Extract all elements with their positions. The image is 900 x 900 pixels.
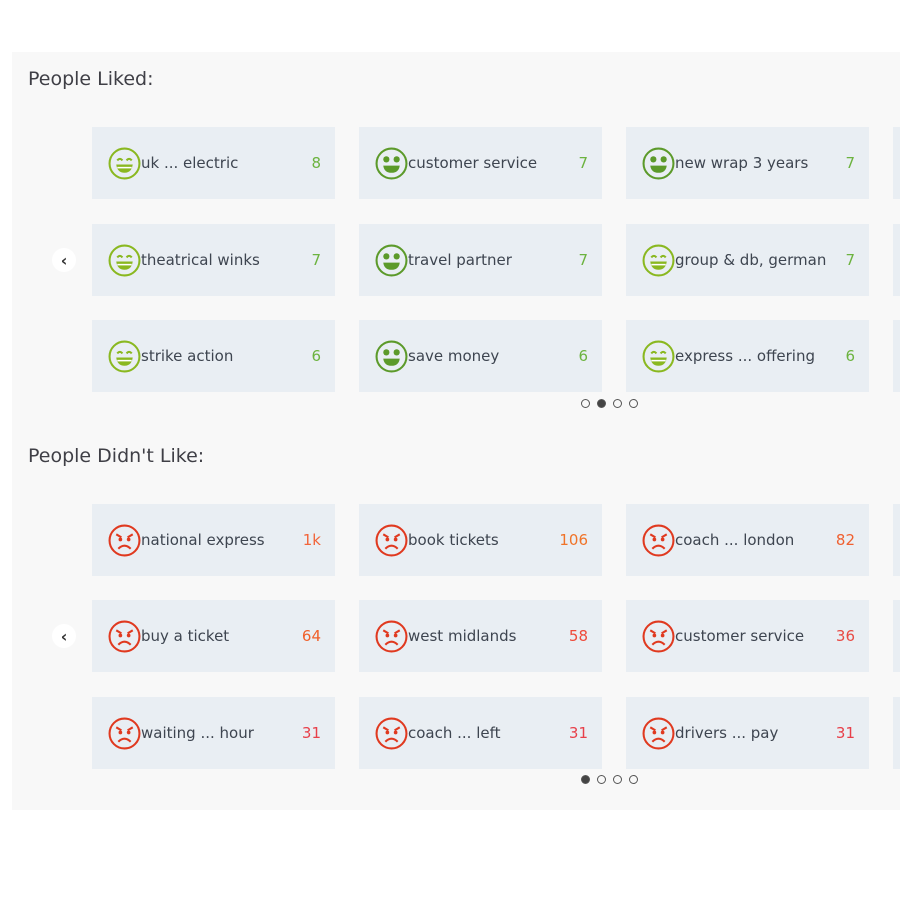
topic-label: uk ... electric [141,154,239,172]
grin-icon [108,147,141,179]
heart-eyes-icon [375,244,408,276]
topic-card[interactable]: customer service 36 [626,600,869,672]
heart-eyes-icon [375,147,408,179]
pagination-dot[interactable] [597,399,606,408]
topic-label: theatrical winks [141,251,260,269]
topic-count: 36 [835,627,855,645]
topic-card[interactable]: save money 6 [359,320,602,392]
topic-count: 6 [311,347,321,365]
topic-card[interactable]: theatrical winks 7 [92,224,335,296]
topic-card[interactable]: strike action 6 [92,320,335,392]
topic-label: coach ... london [675,531,795,549]
topic-card[interactable]: coach ... london 82 [626,504,869,576]
grin-icon [642,340,675,372]
topic-card[interactable]: waiting ... hour 31 [92,697,335,769]
topic-card-partial[interactable] [893,224,900,296]
topic-card-partial[interactable] [893,127,900,199]
topic-card[interactable]: uk ... electric 8 [92,127,335,199]
topic-card-partial[interactable] [893,320,900,392]
grin-icon [108,340,141,372]
topic-count: 31 [568,724,588,742]
topic-card-partial[interactable] [893,600,900,672]
topic-label: express ... offering [675,347,816,365]
topic-card[interactable]: coach ... left 31 [359,697,602,769]
topic-card[interactable]: travel partner 7 [359,224,602,296]
topic-card[interactable]: buy a ticket 64 [92,600,335,672]
topic-card[interactable]: customer service 7 [359,127,602,199]
topic-label: travel partner [408,251,512,269]
heart-eyes-icon [375,340,408,372]
topic-count: 7 [845,154,855,172]
disliked-pagination [581,775,638,784]
topic-count: 6 [845,347,855,365]
topic-label: national express [141,531,265,549]
topic-count: 7 [845,251,855,269]
grin-icon [642,244,675,276]
topic-label: coach ... left [408,724,501,742]
topic-count: 8 [311,154,321,172]
angry-face-icon [642,524,675,556]
angry-face-icon [375,620,408,652]
topic-label: save money [408,347,500,365]
topic-label: west midlands [408,627,517,645]
topic-label: group & db, german [675,251,827,269]
angry-face-icon [108,620,141,652]
pagination-dot[interactable] [629,775,638,784]
heart-eyes-icon [642,147,675,179]
angry-face-icon [642,620,675,652]
topic-label: strike action [141,347,234,365]
angry-face-icon [375,524,408,556]
topic-card[interactable]: book tickets 106 [359,504,602,576]
pagination-dot[interactable] [613,775,622,784]
disliked-prev-button[interactable]: ‹ [52,624,76,648]
topic-count: 6 [578,347,588,365]
topic-count: 1k [302,531,321,549]
topic-count: 7 [578,154,588,172]
topic-count: 58 [568,627,588,645]
topic-card[interactable]: national express 1k [92,504,335,576]
topic-label: new wrap 3 years [675,154,809,172]
pagination-dot[interactable] [597,775,606,784]
liked-title: People Liked: [28,68,154,90]
topic-card[interactable]: west midlands 58 [359,600,602,672]
disliked-title: People Didn't Like: [28,445,205,467]
topic-count: 31 [835,724,855,742]
angry-face-icon [642,717,675,749]
pagination-dot[interactable] [629,399,638,408]
topic-label: buy a ticket [141,627,230,645]
topic-card[interactable]: express ... offering 6 [626,320,869,392]
topic-card[interactable]: drivers ... pay 31 [626,697,869,769]
angry-face-icon [108,524,141,556]
angry-face-icon [375,717,408,749]
grin-icon [108,244,141,276]
pagination-dot[interactable] [581,399,590,408]
topic-label: waiting ... hour [141,724,254,742]
pagination-dot[interactable] [581,775,590,784]
liked-prev-button[interactable]: ‹ [52,248,76,272]
topic-card[interactable]: group & db, german 7 [626,224,869,296]
topic-card-partial[interactable] [893,697,900,769]
liked-pagination [581,399,638,408]
topic-label: drivers ... pay [675,724,779,742]
pagination-dot[interactable] [613,399,622,408]
angry-face-icon [108,717,141,749]
topic-count: 31 [301,724,321,742]
topic-count: 7 [578,251,588,269]
topic-label: customer service [675,627,805,645]
topic-count: 7 [311,251,321,269]
topic-count: 106 [559,531,588,549]
topic-card[interactable]: new wrap 3 years 7 [626,127,869,199]
topic-count: 64 [301,627,321,645]
topic-label: book tickets [408,531,499,549]
topic-count: 82 [835,531,855,549]
topic-label: customer service [408,154,538,172]
topic-card-partial[interactable] [893,504,900,576]
